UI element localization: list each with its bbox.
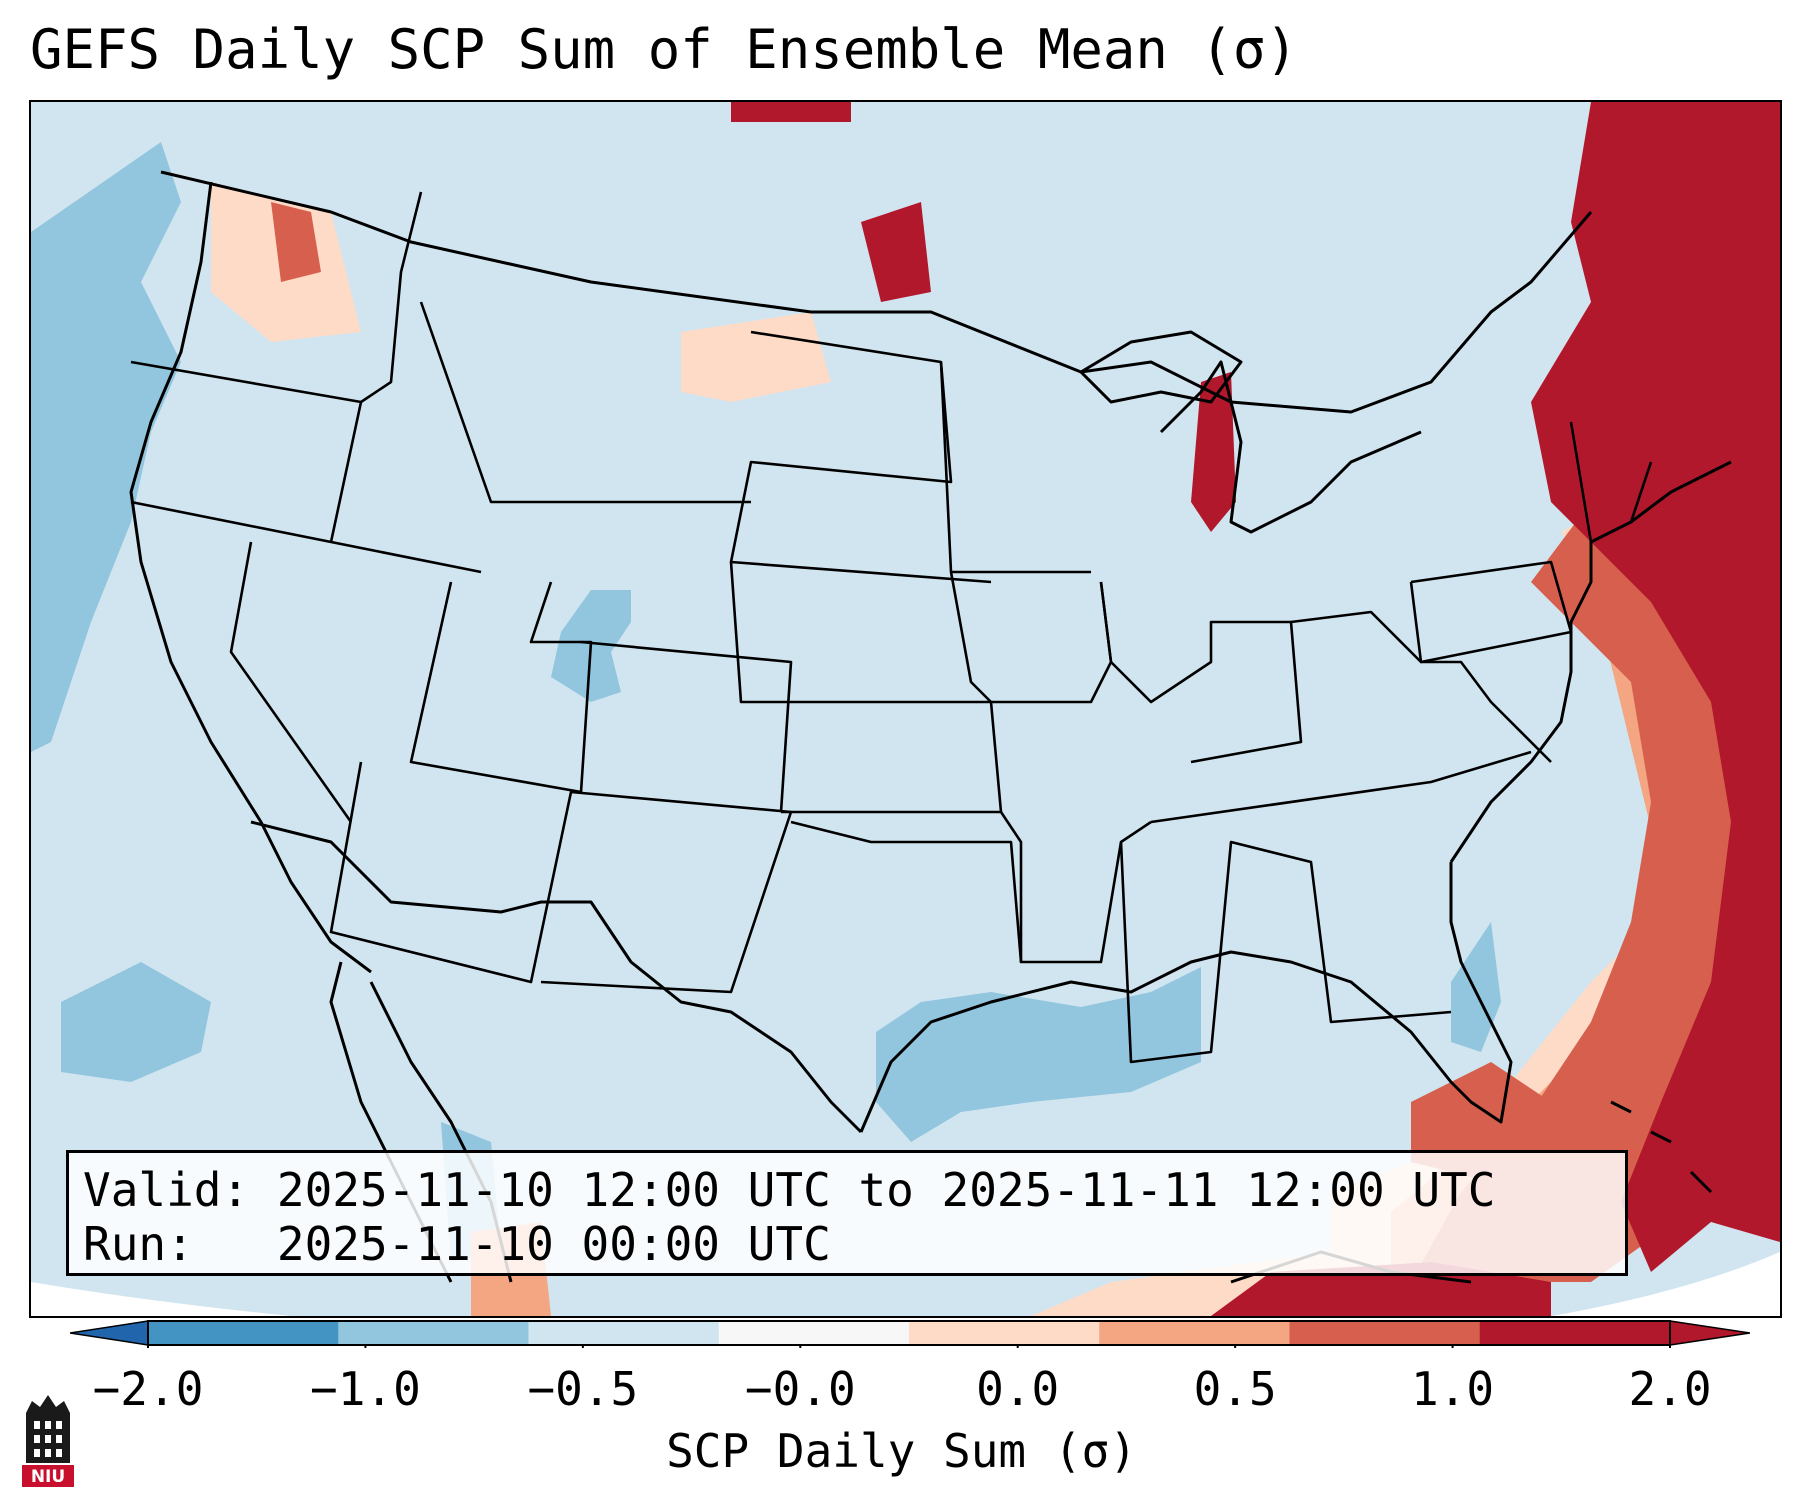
atlantic-negative-area [1451,922,1501,1052]
colorbar-label: SCP Daily Sum (σ) [666,1424,1137,1478]
ne-ks-border [729,561,1003,814]
us-mexico-border [250,820,863,1134]
ne-states-border [1569,421,1653,544]
ok-tx-border [790,820,1023,963]
pacific-negative-area [31,142,181,752]
oh-wv-va-border [1290,610,1552,763]
negative-anomaly-areas [31,142,1501,1262]
canada-top-positive [731,102,851,122]
co-border [580,640,793,813]
ia-mo-border [949,571,1113,704]
run-row: Run: 2025-11-10 00:00 UTC [83,1217,1625,1271]
il-in-border [1099,581,1303,764]
tn-ky-border [1150,750,1532,824]
colorbar-segment [909,1321,1100,1345]
colorbar-tick-label: 0.5 [1193,1362,1277,1416]
colorbar-ticks [147,1345,1671,1348]
us-canada-border [160,170,1593,414]
az-nm-border [329,761,793,994]
ar-la-border [999,811,1152,964]
colorbar-outline [147,1320,1671,1346]
colorbar-tick-label: −0.5 [527,1362,639,1416]
colorbar-segment [718,1321,910,1345]
colorbar-segment [1479,1321,1671,1345]
valid-label: Valid: [83,1163,250,1217]
valid-row: Valid: 2025-11-10 12:00 UTC to 2025-11-1… [83,1163,1625,1217]
gulf-coast [859,862,1513,1133]
colorbar-segment [148,1321,339,1345]
valid-run-info-box: Valid: 2025-11-10 12:00 UTC to 2025-11-1… [66,1150,1628,1276]
colorbar-under-triangle [70,1320,149,1346]
or-ca-nv-border [130,500,482,574]
valid-value: 2025-11-10 12:00 UTC to 2025-11-11 12:00… [276,1163,1496,1217]
washington-weak-positive [271,202,321,282]
bahamas [1610,1100,1713,1194]
map-panel [29,100,1782,1318]
run-value: 2025-11-10 00:00 UTC [276,1217,831,1271]
west-coast [129,181,372,974]
state-borders [130,191,1653,1064]
colorbar-tick-label: −1.0 [310,1362,421,1416]
colorbar-tick-label: 0.0 [976,1362,1060,1416]
great-lakes [1159,360,1422,534]
ut-border [409,581,593,794]
ms-al-ga-border [1119,840,1452,1064]
nd-sd-border [729,330,992,584]
north-dakota-positive [861,202,931,302]
run-label: Run: [83,1217,194,1271]
mt-wy-border [419,301,751,504]
projection-outside-right [1551,1252,1780,1316]
lake-superior [1079,330,1243,404]
colorbar-tick-label: −2.0 [92,1362,204,1416]
colorbar [70,1320,1750,1348]
niu-logo-text: NIU [31,1467,65,1487]
id-border [329,191,423,543]
colorbar-over-triangle [1669,1320,1750,1346]
or-wa-border [130,360,362,404]
colorbar-segment [1099,1321,1290,1345]
montana-slight-positive [681,312,831,402]
colorbar-segment [338,1321,529,1345]
projection-outside-left [31,1282,292,1316]
eastern-pacific-negative-area [61,962,211,1082]
atlantic-strong-positive [1531,102,1780,1272]
colorbar-segment [1289,1321,1481,1345]
colorbar-tick-label: 1.0 [1411,1362,1495,1416]
colorbar-segments [148,1321,1671,1345]
map-canvas [31,102,1780,1316]
colorbar-segment [528,1321,720,1345]
colorbar-tick-label: −0.0 [744,1362,856,1416]
east-coast [1449,460,1732,863]
gulf-negative-area [876,967,1201,1142]
lake-michigan-positive [1191,372,1236,532]
chart-title: GEFS Daily SCP Sum of Ensemble Mean (σ) [30,18,1298,81]
ca-nv-border [229,541,353,823]
pa-ny-border [1409,560,1573,664]
mn-border [939,361,1091,574]
colorbar-tick-label: 2.0 [1628,1362,1712,1416]
niu-logo: NIU [22,1395,74,1487]
